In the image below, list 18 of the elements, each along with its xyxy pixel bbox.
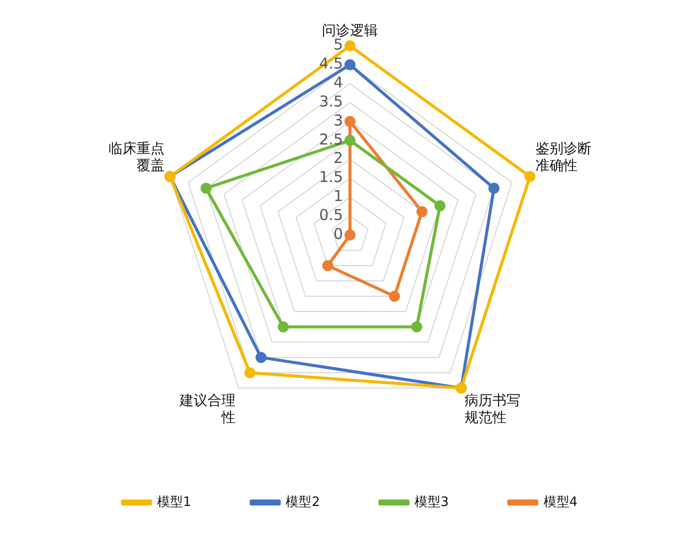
y-tick-label: 1.5 xyxy=(319,168,343,186)
spoke-label: 建议合理性 xyxy=(178,392,236,426)
legend-label: 模型1 xyxy=(156,494,192,510)
legend-label: 模型4 xyxy=(543,494,578,510)
y-tick-label: 4 xyxy=(333,74,343,92)
y-tick-label: 2.5 xyxy=(319,130,343,148)
y-tick-label: 2 xyxy=(333,149,343,168)
y-tick-label: 3 xyxy=(333,111,343,130)
y-tick-label: 0 xyxy=(333,224,343,243)
legend-label: 模型2 xyxy=(286,494,320,510)
spoke-label: 临床重点覆盖 xyxy=(108,141,164,174)
y-tick-label: 3.5 xyxy=(319,92,343,110)
y-tick-label: 0.5 xyxy=(319,206,343,224)
spoke-label: 鉴别诊断准确性 xyxy=(536,141,592,174)
spoke-label: 病历书写规范性 xyxy=(464,392,521,426)
spoke-label: 问诊逻辑 xyxy=(322,23,378,40)
legend-label: 模型3 xyxy=(414,494,449,510)
y-tick-label: 1 xyxy=(333,187,343,206)
